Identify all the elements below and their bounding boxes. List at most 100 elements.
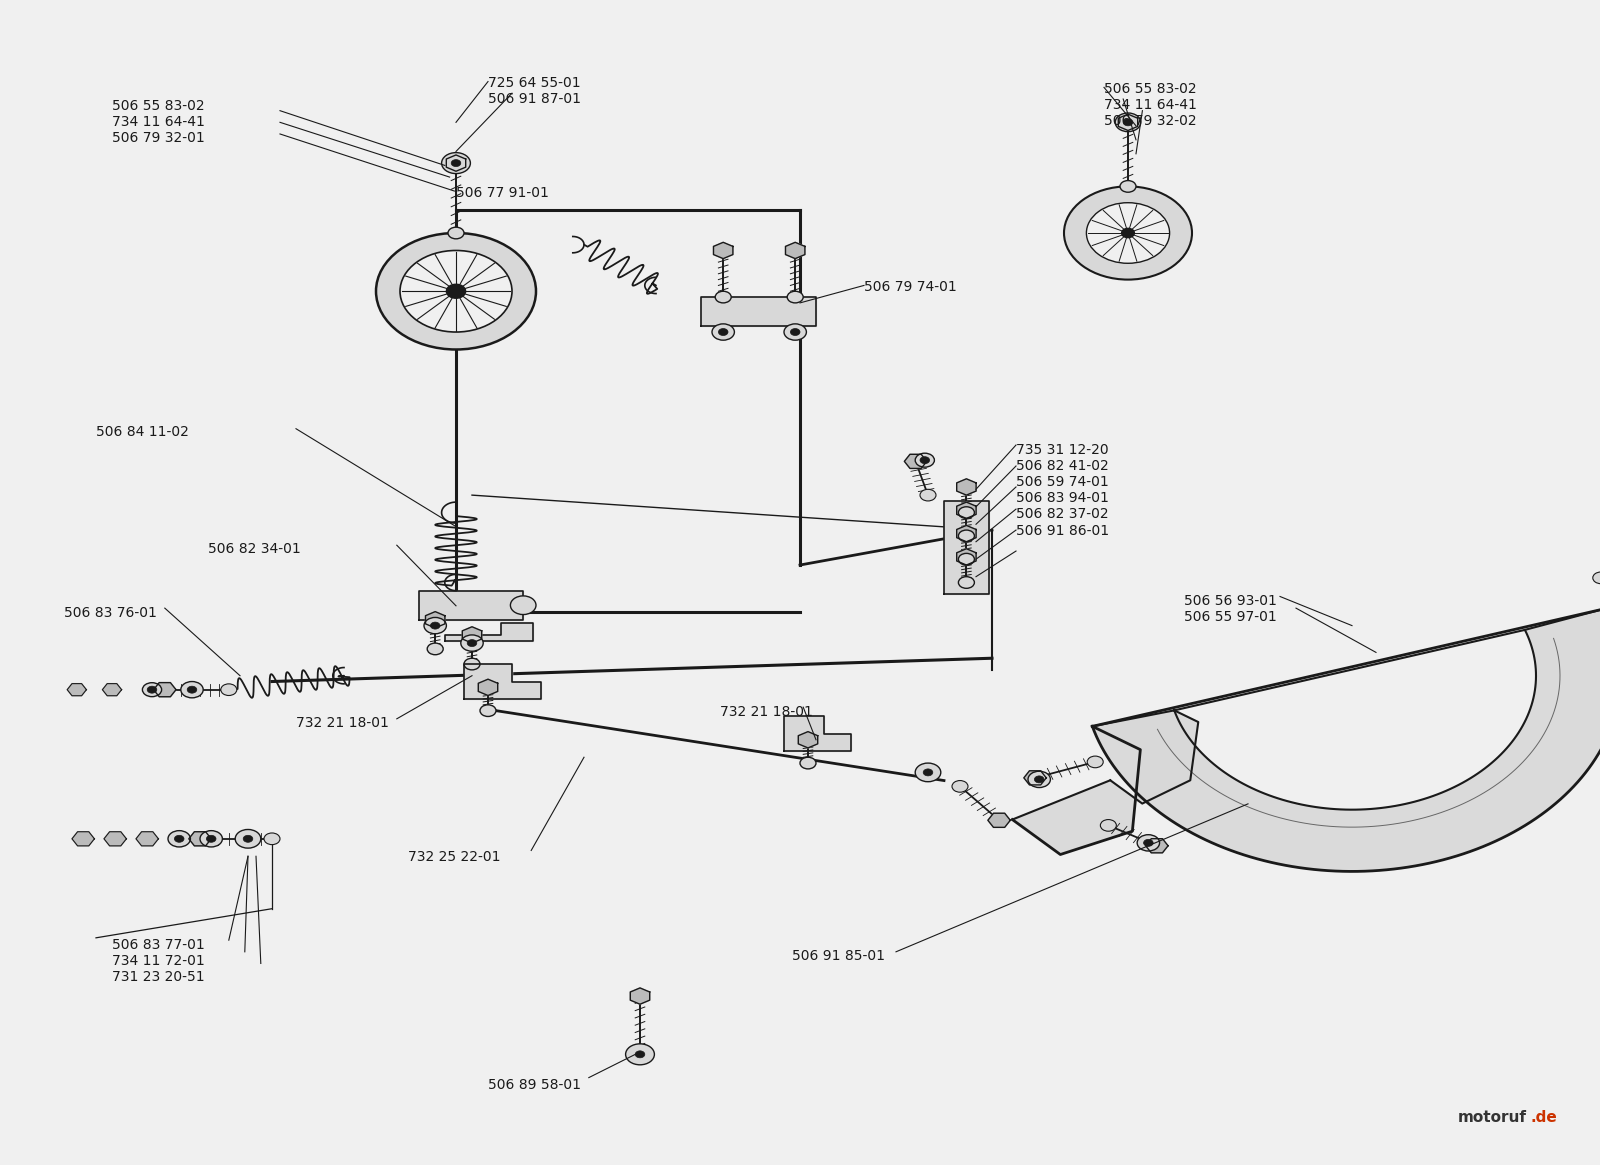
Polygon shape bbox=[630, 988, 650, 1004]
Circle shape bbox=[1029, 771, 1051, 788]
Circle shape bbox=[448, 227, 464, 239]
Circle shape bbox=[181, 682, 203, 698]
Text: 506 79 74-01: 506 79 74-01 bbox=[864, 280, 957, 294]
Polygon shape bbox=[102, 684, 122, 696]
Text: 506 55 83-02
734 11 64-41
506 79 32-01: 506 55 83-02 734 11 64-41 506 79 32-01 bbox=[112, 99, 205, 146]
Polygon shape bbox=[464, 664, 541, 699]
Polygon shape bbox=[904, 454, 926, 468]
Circle shape bbox=[461, 635, 483, 651]
Circle shape bbox=[1122, 228, 1134, 238]
Polygon shape bbox=[104, 832, 126, 846]
Circle shape bbox=[1120, 181, 1136, 192]
Circle shape bbox=[264, 833, 280, 845]
Circle shape bbox=[400, 250, 512, 332]
Circle shape bbox=[1035, 776, 1045, 783]
Circle shape bbox=[467, 640, 477, 647]
Circle shape bbox=[221, 684, 237, 696]
Text: 506 89 58-01: 506 89 58-01 bbox=[488, 1078, 581, 1092]
Circle shape bbox=[784, 324, 806, 340]
Circle shape bbox=[790, 329, 800, 336]
Circle shape bbox=[464, 658, 480, 670]
Circle shape bbox=[923, 769, 933, 776]
Polygon shape bbox=[189, 832, 211, 846]
Polygon shape bbox=[987, 813, 1010, 827]
Polygon shape bbox=[426, 612, 445, 628]
Circle shape bbox=[1088, 756, 1104, 768]
Text: 506 91 85-01: 506 91 85-01 bbox=[792, 949, 885, 963]
Circle shape bbox=[626, 1044, 654, 1065]
Text: 506 83 76-01: 506 83 76-01 bbox=[64, 606, 157, 620]
Polygon shape bbox=[154, 683, 176, 697]
Circle shape bbox=[915, 763, 941, 782]
Polygon shape bbox=[786, 242, 805, 259]
Circle shape bbox=[235, 829, 261, 848]
Text: 732 21 18-01: 732 21 18-01 bbox=[296, 716, 389, 730]
Polygon shape bbox=[798, 732, 818, 748]
Circle shape bbox=[952, 781, 968, 792]
Polygon shape bbox=[957, 525, 976, 542]
Circle shape bbox=[424, 617, 446, 634]
Polygon shape bbox=[136, 832, 158, 846]
Circle shape bbox=[712, 324, 734, 340]
Circle shape bbox=[376, 233, 536, 350]
Circle shape bbox=[168, 831, 190, 847]
Circle shape bbox=[427, 643, 443, 655]
Circle shape bbox=[187, 686, 197, 693]
Circle shape bbox=[1123, 119, 1133, 126]
Circle shape bbox=[446, 284, 466, 298]
Text: .de: .de bbox=[1530, 1110, 1557, 1125]
Circle shape bbox=[147, 686, 157, 693]
Polygon shape bbox=[419, 591, 523, 620]
Circle shape bbox=[632, 1048, 648, 1060]
Circle shape bbox=[1138, 834, 1160, 850]
Circle shape bbox=[915, 453, 934, 467]
Polygon shape bbox=[445, 623, 533, 641]
Text: 506 77 91-01: 506 77 91-01 bbox=[456, 186, 549, 200]
Circle shape bbox=[800, 757, 816, 769]
Circle shape bbox=[958, 553, 974, 565]
Text: 506 55 83-02
734 11 64-41
506 79 32-02: 506 55 83-02 734 11 64-41 506 79 32-02 bbox=[1104, 82, 1197, 128]
Polygon shape bbox=[1146, 839, 1168, 853]
Circle shape bbox=[1064, 186, 1192, 280]
Text: 506 84 11-02: 506 84 11-02 bbox=[96, 425, 189, 439]
Circle shape bbox=[174, 835, 184, 842]
Circle shape bbox=[787, 291, 803, 303]
Circle shape bbox=[715, 291, 731, 303]
Polygon shape bbox=[1118, 114, 1138, 130]
Circle shape bbox=[243, 835, 253, 842]
Polygon shape bbox=[446, 155, 466, 171]
Circle shape bbox=[206, 835, 216, 842]
Polygon shape bbox=[957, 549, 976, 565]
Circle shape bbox=[920, 457, 930, 464]
Circle shape bbox=[510, 595, 536, 615]
Text: motoruf: motoruf bbox=[1458, 1110, 1526, 1125]
Circle shape bbox=[1592, 572, 1600, 584]
Circle shape bbox=[635, 1051, 645, 1058]
Circle shape bbox=[958, 530, 974, 542]
Polygon shape bbox=[1013, 711, 1198, 854]
Text: 732 21 18-01: 732 21 18-01 bbox=[720, 705, 813, 719]
Polygon shape bbox=[957, 479, 976, 495]
Polygon shape bbox=[701, 297, 816, 326]
Circle shape bbox=[1115, 113, 1141, 132]
Text: 506 82 34-01: 506 82 34-01 bbox=[208, 542, 301, 556]
Circle shape bbox=[200, 831, 222, 847]
Circle shape bbox=[920, 489, 936, 501]
Polygon shape bbox=[957, 502, 976, 518]
Circle shape bbox=[1101, 819, 1117, 831]
Circle shape bbox=[1086, 203, 1170, 263]
Polygon shape bbox=[1093, 609, 1600, 871]
Polygon shape bbox=[944, 501, 989, 594]
Text: 725 64 55-01
506 91 87-01: 725 64 55-01 506 91 87-01 bbox=[488, 76, 581, 106]
Polygon shape bbox=[478, 679, 498, 696]
Polygon shape bbox=[1024, 771, 1046, 785]
Polygon shape bbox=[72, 832, 94, 846]
Polygon shape bbox=[462, 627, 482, 643]
Text: 506 83 77-01
734 11 72-01
731 23 20-51: 506 83 77-01 734 11 72-01 731 23 20-51 bbox=[112, 938, 205, 984]
Polygon shape bbox=[67, 684, 86, 696]
Circle shape bbox=[718, 329, 728, 336]
Circle shape bbox=[480, 705, 496, 716]
Text: 735 31 12-20
506 82 41-02
506 59 74-01
506 83 94-01
506 82 37-02
506 91 86-01: 735 31 12-20 506 82 41-02 506 59 74-01 5… bbox=[1016, 443, 1109, 538]
Text: 732 25 22-01: 732 25 22-01 bbox=[408, 850, 501, 864]
Circle shape bbox=[442, 153, 470, 174]
